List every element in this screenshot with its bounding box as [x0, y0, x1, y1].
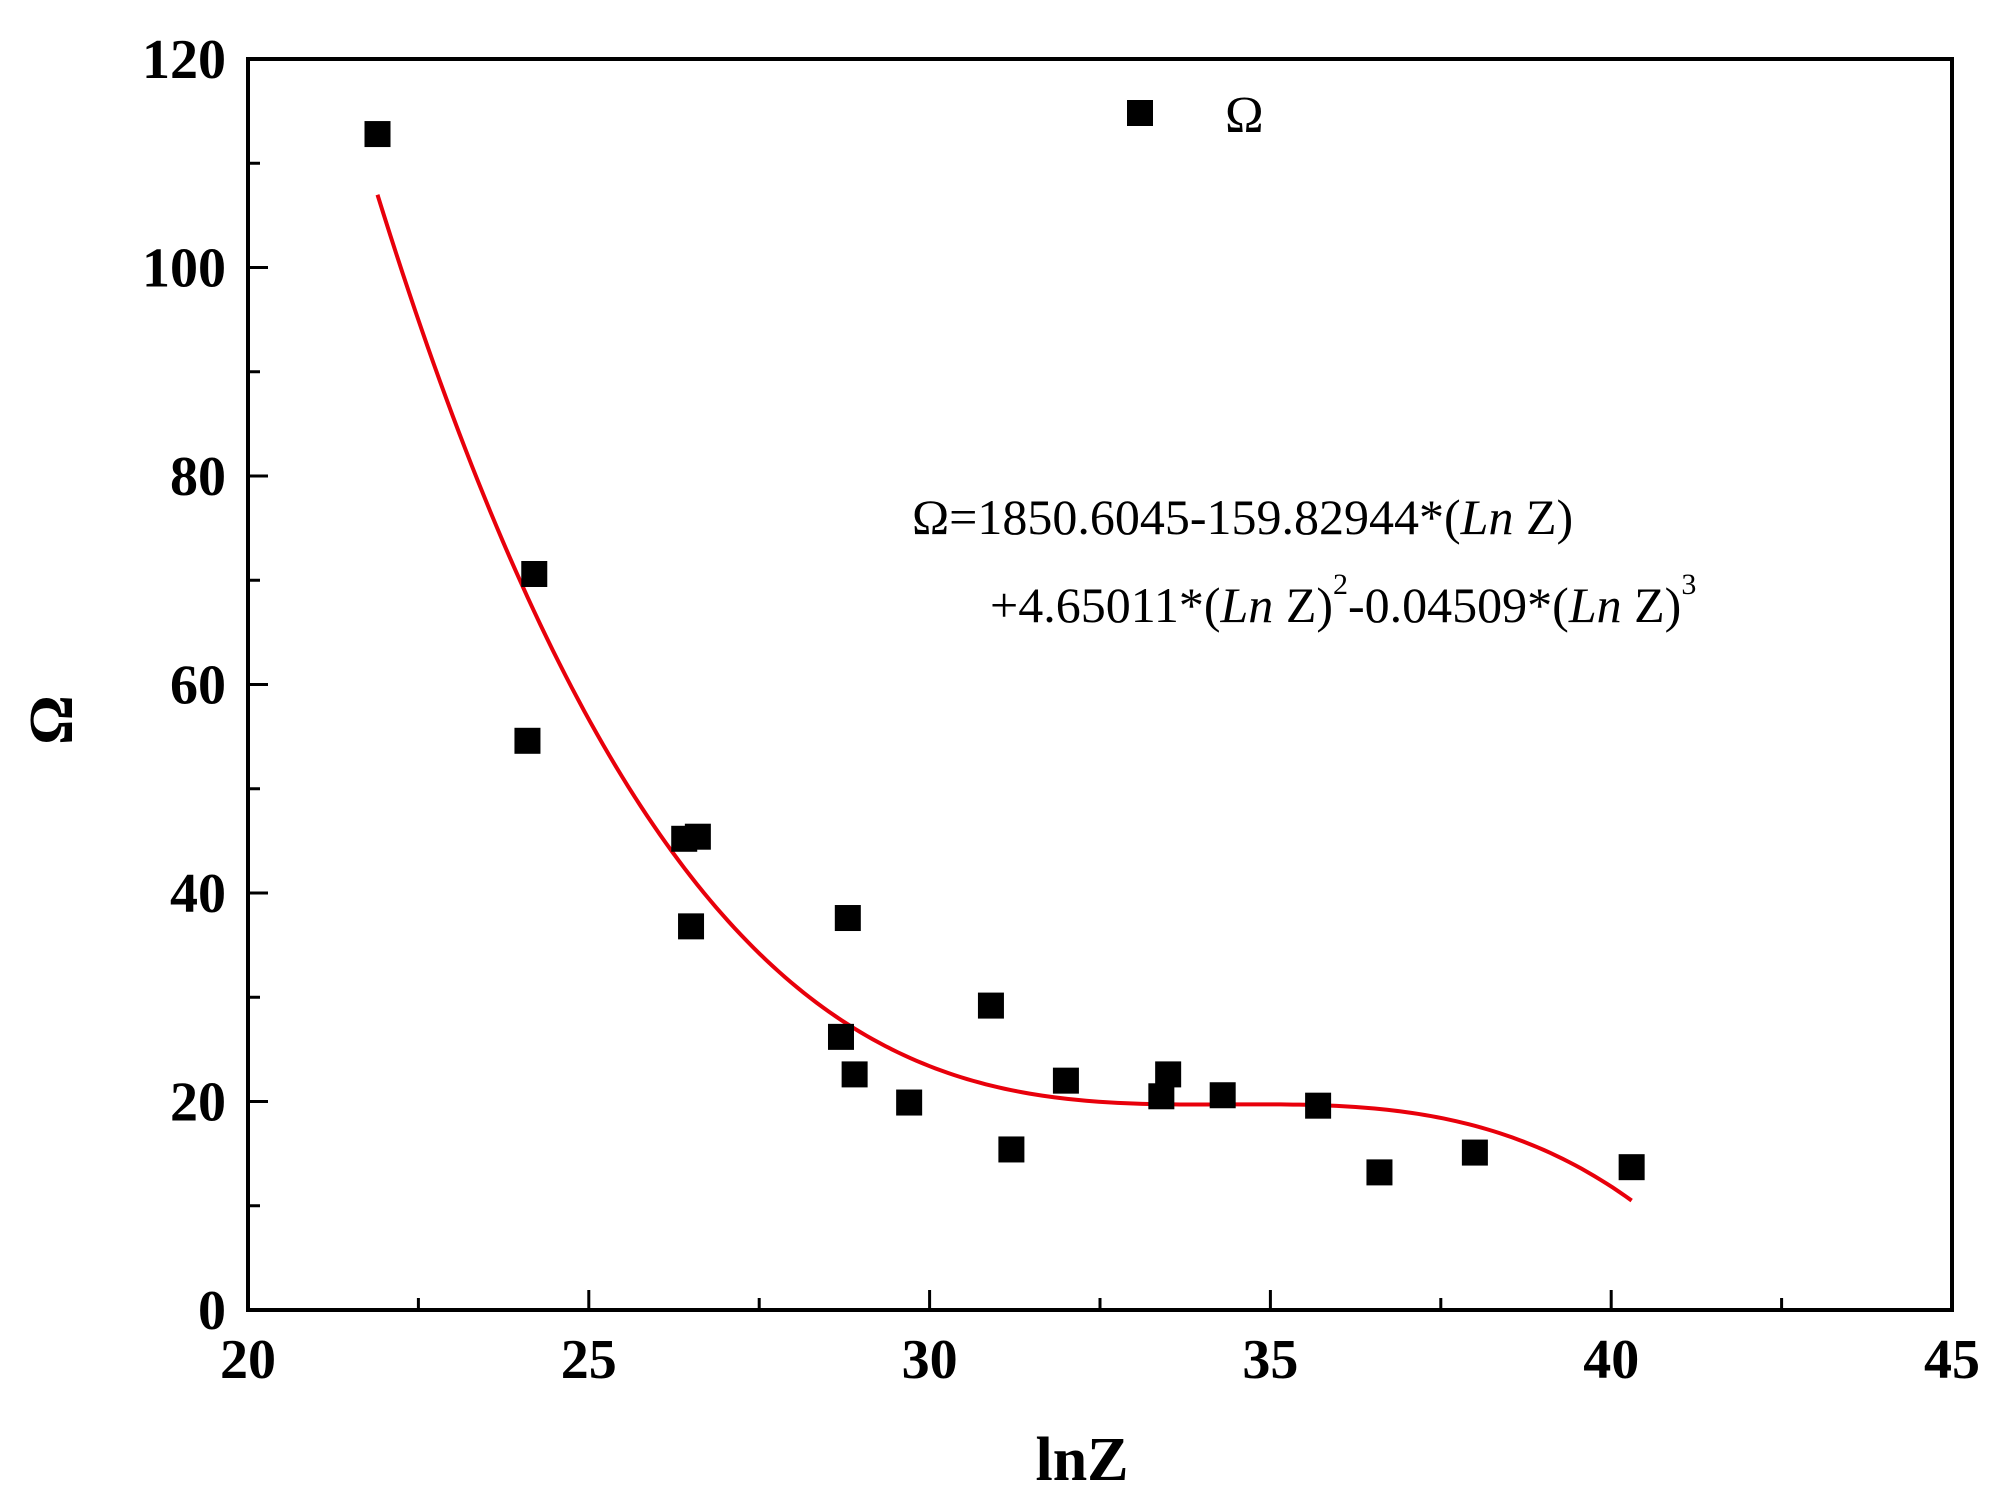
y-axis-title: Ω — [18, 695, 86, 745]
equation-line-1-prefix: Ω=1850.6045-159.82944*( — [912, 489, 1461, 545]
fit-curve — [375, 194, 1633, 1203]
data-point — [1148, 1083, 1175, 1110]
data-point — [1461, 1139, 1488, 1166]
equation-line-2-ln-1: Ln — [1220, 577, 1274, 633]
data-point — [521, 560, 548, 587]
plot-frame — [246, 57, 1954, 1312]
x-tick-label: 40 — [1583, 1329, 1639, 1391]
equation-line-2-part1: +4.65011*( — [990, 577, 1221, 633]
data-point — [1155, 1061, 1182, 1088]
x-axis-title: lnZ — [1035, 1426, 1128, 1494]
data-point — [896, 1089, 923, 1116]
equation-line-2-part4: Z) — [1622, 577, 1682, 633]
data-point — [827, 1023, 854, 1050]
equation-line-1-ln: Ln — [1460, 489, 1514, 545]
data-point — [1366, 1159, 1393, 1186]
equation-line-2-sup-3: 3 — [1681, 568, 1696, 601]
equation-line-2-part2: Z) — [1273, 577, 1333, 633]
y-tick-label: 120 — [142, 29, 226, 91]
ticks-layer — [248, 161, 1784, 1310]
x-tick-label: 25 — [561, 1329, 617, 1391]
data-point — [834, 905, 861, 932]
data-point — [1052, 1067, 1079, 1094]
legend: Ω — [1127, 87, 1264, 144]
x-tick-label: 30 — [902, 1329, 958, 1391]
legend-label: Ω — [1225, 87, 1264, 144]
x-tick-label: 35 — [1242, 1329, 1298, 1391]
equation-line-2-part3: -0.04509*( — [1348, 577, 1569, 633]
y-tick-label: 80 — [170, 446, 226, 508]
y-tick-label: 0 — [198, 1280, 226, 1342]
data-point — [1618, 1154, 1645, 1181]
equation-line-2-ln-2: Ln — [1568, 577, 1622, 633]
equation-line-2-sup-2: 2 — [1333, 568, 1348, 601]
equation-line-2: +4.65011*(Ln Z)2-0.04509*(Ln Z)3 — [990, 568, 1696, 633]
data-points-layer — [364, 121, 1645, 1186]
legend-marker — [1127, 100, 1153, 126]
data-point — [977, 992, 1004, 1019]
data-point — [678, 913, 705, 940]
fit-curve-layer — [375, 194, 1633, 1203]
y-tick-label: 60 — [170, 655, 226, 717]
data-point — [684, 823, 711, 850]
x-tick-label: 45 — [1924, 1329, 1980, 1391]
data-point — [841, 1061, 868, 1088]
y-tick-label: 40 — [170, 863, 226, 925]
y-tick-label: 100 — [142, 238, 226, 300]
data-point — [998, 1136, 1025, 1163]
fit-equation: Ω=1850.6045-159.82944*(Ln Z) +4.65011*(L… — [912, 489, 1696, 633]
axes-layer — [246, 57, 1954, 1312]
data-point — [1305, 1092, 1332, 1119]
equation-line-1-suffix: Z) — [1513, 489, 1573, 545]
data-point — [364, 121, 391, 148]
data-point — [1209, 1082, 1236, 1109]
data-point — [514, 727, 541, 754]
y-tick-label: 20 — [170, 1072, 226, 1134]
equation-line-1: Ω=1850.6045-159.82944*(Ln Z) — [912, 489, 1573, 545]
x-tick-label: 20 — [220, 1329, 276, 1391]
